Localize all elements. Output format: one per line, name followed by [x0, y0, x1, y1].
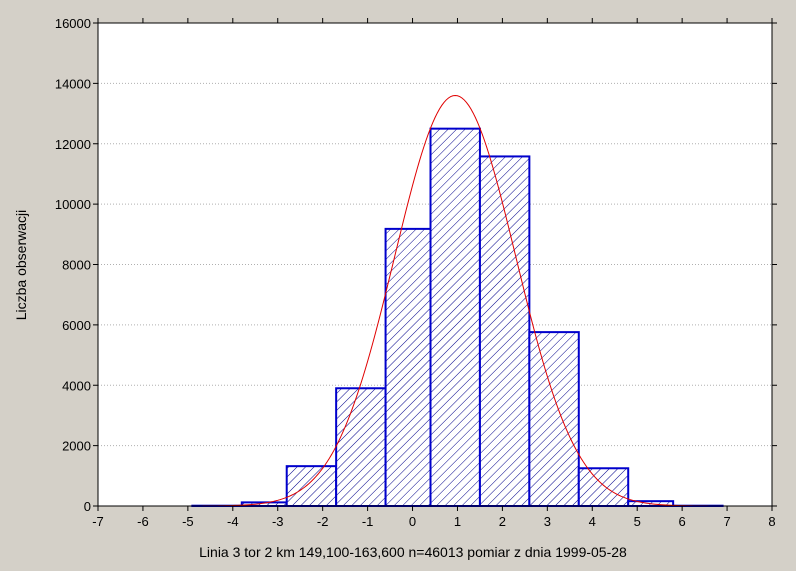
x-tick-label: 2 — [499, 514, 506, 529]
x-tick-label: -3 — [272, 514, 284, 529]
histogram-bar — [429, 127, 481, 507]
x-tick-label: 5 — [634, 514, 641, 529]
y-axis-label: Liczba obserwacji — [13, 210, 29, 321]
x-tick-label: -2 — [317, 514, 329, 529]
x-tick-label: -1 — [362, 514, 374, 529]
x-tick-label: 6 — [679, 514, 686, 529]
y-tick-label: 8000 — [62, 258, 91, 273]
x-tick-label: 7 — [723, 514, 730, 529]
x-tick-label: -6 — [137, 514, 149, 529]
x-axis: -7 -6 -5 -4 -3 -2 -1 0 1 2 3 4 5 6 7 8 — [92, 18, 776, 529]
histogram-bar — [478, 155, 531, 508]
histogram-bar — [335, 387, 387, 507]
x-tick-label: 8 — [768, 514, 775, 529]
x-axis-label: Linia 3 tor 2 km 149,100-163,600 n=46013… — [199, 544, 627, 560]
histogram-bar — [285, 465, 338, 507]
histogram-bars — [191, 127, 724, 508]
y-tick-label: 10000 — [55, 197, 91, 212]
y-tick-label: 16000 — [55, 16, 91, 31]
y-tick-label: 6000 — [62, 318, 91, 333]
x-tick-label: 3 — [544, 514, 551, 529]
y-tick-label: 12000 — [55, 137, 91, 152]
y-tick-label: 0 — [84, 499, 91, 514]
y-tick-label: 4000 — [62, 378, 91, 393]
y-tick-label: 2000 — [62, 439, 91, 454]
x-tick-label: -4 — [227, 514, 239, 529]
x-tick-label: -7 — [92, 514, 104, 529]
x-tick-label: 4 — [589, 514, 596, 529]
y-tick-label: 14000 — [55, 76, 91, 91]
x-tick-label: 0 — [409, 514, 416, 529]
y-axis: 0 2000 4000 6000 8000 10000 12000 14000 16000 — [55, 16, 777, 514]
histogram-bar — [528, 331, 580, 507]
x-tick-label: 1 — [454, 514, 461, 529]
x-tick-label: -5 — [182, 514, 194, 529]
histogram-bar — [577, 467, 630, 507]
histogram-bar — [384, 227, 432, 507]
